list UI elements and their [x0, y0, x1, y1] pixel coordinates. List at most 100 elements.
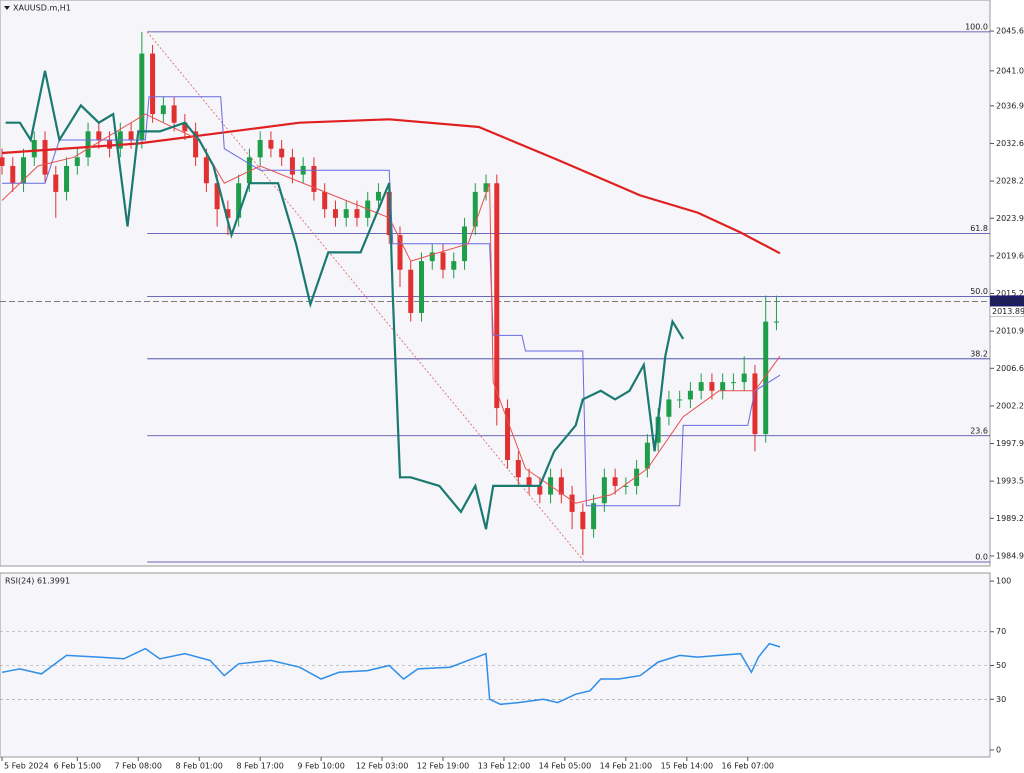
fib-level-label: 0.0 — [975, 553, 988, 562]
rsi-panel — [0, 572, 991, 758]
symbol-title: XAUUSD.m,H1 — [13, 4, 71, 13]
candle-body — [655, 416, 661, 443]
x-tick-label: 12 Feb 03:00 — [356, 762, 408, 771]
candle-body — [236, 183, 242, 218]
candle-body — [397, 235, 403, 270]
candle-body — [494, 183, 500, 409]
candle-body — [429, 252, 435, 262]
y-tick-label: 1989.25 — [996, 514, 1024, 523]
candle-body — [644, 442, 650, 469]
candle-body — [623, 485, 629, 487]
candle-body — [21, 157, 27, 184]
candle-body — [580, 511, 586, 530]
candle-body — [128, 131, 134, 141]
candle-body — [730, 382, 736, 384]
indicator-line — [1, 113, 781, 504]
y-tick-label: 1993.55 — [996, 477, 1024, 486]
candle-body — [268, 140, 274, 149]
candle-body — [634, 468, 640, 486]
candle-body — [720, 382, 726, 391]
candle-body — [741, 373, 747, 383]
candle-body — [182, 122, 188, 132]
candle-body — [591, 503, 597, 530]
candle-body — [612, 477, 618, 486]
candle-body — [569, 494, 575, 512]
y-tick-label: 2023.95 — [996, 214, 1024, 223]
candle-body — [279, 148, 285, 158]
y-tick-label: 2015.25 — [996, 289, 1024, 298]
candle-body — [289, 157, 295, 175]
candle-body — [42, 140, 48, 175]
candle-body — [64, 165, 70, 192]
x-tick-label: 6 Feb 15:00 — [54, 762, 101, 771]
bid-price-box — [989, 306, 1024, 317]
candle-body — [483, 183, 489, 192]
candle-body — [225, 209, 231, 218]
x-tick-label: 7 Feb 08:00 — [115, 762, 162, 771]
candle-body — [354, 209, 360, 218]
x-tick-label: 14 Feb 21:00 — [600, 762, 652, 771]
y-tick-label: 2036.95 — [996, 101, 1024, 110]
fib-level-label: 100.0 — [965, 22, 988, 31]
fib-trend — [146, 31, 585, 563]
y-tick-label: 2006.60 — [996, 364, 1024, 373]
indicator-line — [1, 118, 781, 255]
candle-body — [257, 140, 263, 158]
x-tick-label: 8 Feb 17:00 — [236, 762, 283, 771]
fib-level-label: 23.6 — [970, 426, 988, 435]
x-tick-label: 15 Feb 14:00 — [661, 762, 713, 771]
candle-body — [85, 131, 91, 158]
candle-body — [451, 261, 457, 270]
x-tick-label: 5 Feb 2024 — [4, 762, 49, 771]
candle-body — [709, 382, 715, 391]
candle-body — [171, 105, 177, 123]
x-tick-label: 8 Feb 01:00 — [176, 762, 223, 771]
candle-body — [472, 191, 478, 227]
candle-body — [74, 157, 80, 166]
candle-body — [515, 459, 521, 478]
candle-body — [31, 140, 37, 158]
y-tick-label: 50 — [996, 661, 1006, 670]
candle-body — [505, 408, 511, 460]
candle-body — [375, 191, 381, 201]
indicator-line — [2, 96, 781, 507]
candle-body — [10, 165, 16, 184]
candle-body — [677, 399, 683, 401]
candle-body — [537, 485, 543, 495]
candle-body — [601, 477, 607, 504]
y-tick-label: 0 — [996, 745, 1001, 754]
candle-body — [203, 157, 209, 184]
candle-body — [107, 140, 113, 149]
candle-body — [763, 321, 769, 435]
candle-body — [332, 209, 338, 218]
symbol-menu-icon[interactable] — [4, 6, 10, 10]
rsi-title: RSI(24) 61.3991 — [5, 577, 70, 586]
y-tick-label: 2041.00 — [996, 66, 1024, 75]
y-tick-label: 2032.60 — [996, 139, 1024, 148]
candle-body — [752, 373, 758, 435]
y-tick-label: 1997.90 — [996, 439, 1024, 448]
y-tick-label: 2045.60 — [996, 27, 1024, 36]
candle-body — [687, 390, 693, 400]
x-tick-label: 13 Feb 12:00 — [478, 762, 530, 771]
rsi-line — [1, 642, 781, 706]
ask-price: 2014.33 — [992, 297, 1024, 306]
bid-price: 2013.89 — [992, 307, 1024, 316]
candle-body — [0, 157, 5, 166]
fib-level-label: 38.2 — [970, 349, 988, 358]
y-tick-label: 2010.90 — [996, 327, 1024, 336]
y-tick-label: 100 — [996, 577, 1011, 586]
y-tick-label: 2019.60 — [996, 251, 1024, 260]
fib-level-label: 61.8 — [970, 224, 988, 233]
y-tick-label: 1984.90 — [996, 551, 1024, 560]
candle-body — [214, 183, 220, 210]
candle-body — [96, 131, 102, 141]
y-tick-label: 30 — [996, 695, 1006, 704]
y-tick-label: 2028.25 — [996, 177, 1024, 186]
fib-level-label: 50.0 — [970, 287, 988, 296]
candle-body — [526, 477, 532, 486]
candle-body — [322, 191, 328, 210]
candle-body — [343, 209, 349, 218]
x-tick-label: 14 Feb 05:00 — [539, 762, 591, 771]
